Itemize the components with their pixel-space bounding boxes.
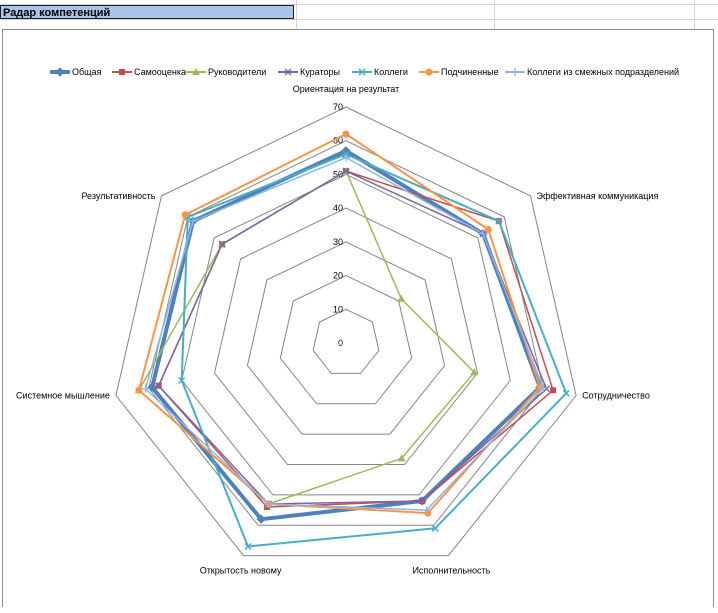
- legend-label: Подчиненные: [441, 67, 499, 77]
- chart-area[interactable]: 0 10 20 30 40 50 60 70 Ориентация на результат Эф…: [2, 29, 714, 607]
- series-point: [431, 524, 439, 532]
- radar-gridline: [279, 275, 413, 405]
- radar-chart: 0 10 20 30 40 50 60 70 Ориентация на результат Эф…: [16, 67, 679, 576]
- radar-gridline: [148, 140, 544, 526]
- series-line: [138, 170, 475, 505]
- legend-marker: [425, 68, 433, 76]
- series-point: [155, 382, 163, 390]
- axis-label: Открытость новому: [200, 566, 282, 576]
- series-point: [135, 386, 143, 394]
- legend-marker: [284, 68, 292, 76]
- series-line: [137, 133, 541, 515]
- axis-label: Системное мышление: [16, 391, 110, 401]
- radar-gridline: [213, 207, 479, 465]
- radar-gridline: [312, 308, 380, 374]
- series-point: [147, 382, 157, 392]
- radial-tick-label: 70: [333, 102, 343, 112]
- legend-marker: [192, 68, 200, 75]
- series-point: [181, 211, 189, 219]
- legend-marker: [119, 69, 125, 75]
- series-point: [342, 130, 350, 138]
- series-point: [218, 240, 226, 248]
- series-point: [422, 506, 431, 515]
- series-point: [539, 384, 548, 393]
- radial-tick-label: 60: [333, 136, 343, 146]
- radar-gridline: [181, 173, 511, 496]
- radial-tick-label: 50: [333, 169, 343, 179]
- series-point: [342, 167, 350, 175]
- series-point: [550, 387, 557, 394]
- series-point: [495, 217, 503, 225]
- series-point: [479, 229, 488, 238]
- sheet-title-cell[interactable]: Радар компетенций: [0, 5, 294, 19]
- radial-tick-label: 40: [333, 203, 343, 213]
- axis-label: Результативность: [81, 191, 155, 201]
- radial-tick-label: 0: [338, 338, 343, 348]
- series-point: [470, 368, 479, 376]
- radar-gridline: [246, 241, 446, 435]
- series-point: [256, 514, 266, 524]
- series-line: [180, 153, 568, 548]
- axis-label: Исполнительность: [412, 566, 490, 576]
- legend-label: Руководители: [208, 67, 266, 77]
- legend-marker: [358, 68, 366, 76]
- radial-tick-label: 30: [333, 237, 343, 247]
- legend-marker: [55, 67, 65, 77]
- series-line: [157, 170, 548, 505]
- legend-label: Самооценка: [134, 67, 186, 77]
- series-point: [562, 389, 570, 397]
- legend-marker: [511, 68, 519, 76]
- series-point: [141, 384, 150, 393]
- series-point: [342, 153, 350, 162]
- legend-label: Кураторы: [300, 67, 340, 77]
- legend-label: Коллеги: [374, 67, 408, 77]
- radial-tick-label: 10: [333, 304, 343, 314]
- legend-label: Коллеги из смежных подразделений: [527, 67, 679, 77]
- series-point: [189, 217, 198, 226]
- axis-label: Сотрудничество: [582, 391, 650, 401]
- axis-label: Эффективная коммуникация: [537, 191, 659, 201]
- series-point: [397, 294, 406, 302]
- series-line: [144, 156, 544, 511]
- series-point: [542, 385, 551, 393]
- series-point: [484, 225, 492, 233]
- legend-label: Общая: [72, 67, 102, 77]
- series-point: [178, 376, 186, 385]
- axis-label: Ориентация на результат: [293, 84, 399, 94]
- series-point: [418, 497, 426, 505]
- series-point: [397, 454, 406, 462]
- series-point: [264, 499, 273, 508]
- series-point: [244, 542, 252, 551]
- radial-tick-label: 20: [333, 271, 343, 281]
- radar-gridline: [115, 106, 577, 557]
